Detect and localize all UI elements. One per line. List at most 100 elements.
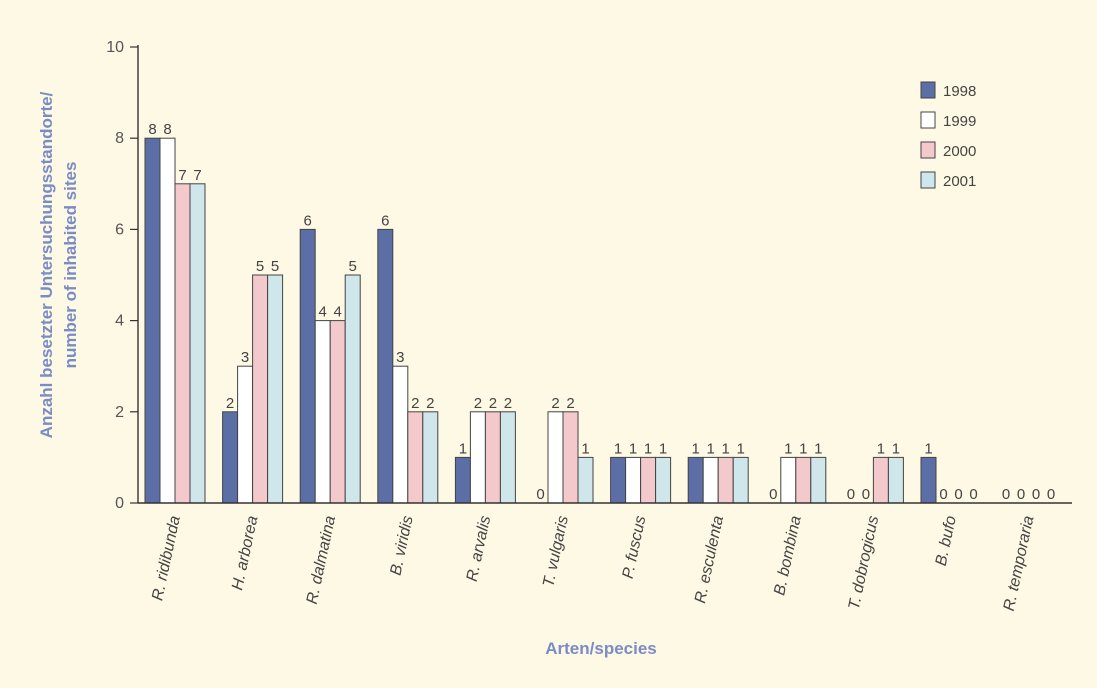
bar	[625, 456, 642, 504]
data-label: 0	[1032, 486, 1040, 503]
data-label: 5	[256, 258, 264, 275]
bar	[159, 137, 176, 504]
legend-label: 1998	[943, 83, 976, 100]
category-label: R. arvalis	[464, 514, 494, 583]
bar	[872, 456, 889, 504]
bar	[252, 274, 269, 504]
y-tick-label: 8	[115, 130, 124, 147]
data-label: 2	[426, 395, 434, 412]
y-tick-label: 10	[106, 39, 124, 56]
legend-swatch	[920, 81, 936, 99]
data-label: 4	[319, 304, 327, 321]
data-label: 1	[581, 440, 589, 457]
y-tick-label: 2	[115, 404, 124, 421]
x-axis-title: Arten/species	[545, 639, 657, 658]
data-label: 7	[178, 167, 186, 184]
y-tick-label: 4	[115, 313, 124, 330]
bar	[299, 228, 316, 504]
bar	[577, 456, 594, 504]
bar	[887, 456, 904, 504]
data-label: 0	[862, 486, 870, 503]
data-label: 2	[226, 395, 234, 412]
bar	[920, 456, 937, 504]
legend-swatch	[920, 141, 936, 159]
data-label: 5	[271, 258, 279, 275]
data-label: 0	[1017, 486, 1025, 503]
y-axis-title: Anzahl besetzter Untersuchungsstandorte/…	[37, 91, 80, 438]
data-label: 1	[877, 440, 885, 457]
data-label: 8	[163, 121, 171, 138]
bar	[237, 365, 254, 504]
bar	[717, 456, 734, 504]
bar	[392, 365, 409, 504]
bar	[702, 456, 719, 504]
data-label: 1	[707, 440, 715, 457]
category-label: B. bombina	[771, 514, 804, 597]
bar	[222, 411, 239, 504]
bar	[377, 228, 394, 504]
bar	[144, 137, 161, 504]
y-tick-label: 6	[115, 221, 124, 238]
data-label: 1	[692, 440, 700, 457]
category-label: R. dalmatina	[304, 514, 339, 605]
bar	[422, 411, 439, 504]
data-label: 1	[459, 440, 467, 457]
legend-swatch	[920, 111, 936, 129]
category-label: B. viridis	[388, 514, 417, 577]
category-label: R. ridibunda	[149, 514, 184, 602]
data-label: 1	[659, 440, 667, 457]
bar	[189, 183, 206, 504]
bar	[484, 411, 501, 504]
data-label: 8	[148, 121, 156, 138]
legend-label: 2001	[943, 173, 976, 190]
data-label: 0	[1047, 486, 1055, 503]
data-label: 2	[566, 395, 574, 412]
data-label: 1	[629, 440, 637, 457]
bar	[655, 456, 672, 504]
data-label: 1	[892, 440, 900, 457]
category-label: T. dobrogicus	[846, 514, 882, 611]
bar	[547, 411, 564, 504]
y-tick-label: 0	[115, 495, 124, 512]
data-label: 3	[396, 349, 404, 366]
data-label: 1	[614, 440, 622, 457]
data-label: 0	[536, 486, 544, 503]
bar	[344, 274, 361, 504]
data-label: 2	[551, 395, 559, 412]
bar	[407, 411, 424, 504]
bar	[314, 320, 331, 504]
bar	[795, 456, 812, 504]
data-label: 7	[193, 167, 201, 184]
data-label: 0	[939, 486, 947, 503]
data-label: 3	[241, 349, 249, 366]
data-label: 1	[737, 440, 745, 457]
bar	[469, 411, 486, 504]
data-label: 1	[784, 440, 792, 457]
data-label: 2	[489, 395, 497, 412]
data-label: 5	[349, 258, 357, 275]
bar	[267, 274, 284, 504]
bar	[687, 456, 704, 504]
data-label: 0	[969, 486, 977, 503]
data-label: 0	[1002, 486, 1010, 503]
legend-swatch	[920, 171, 936, 189]
data-label: 1	[644, 440, 652, 457]
data-label: 6	[304, 212, 312, 229]
data-label: 0	[954, 486, 962, 503]
data-label: 2	[474, 395, 482, 412]
category-label: H. arborea	[229, 514, 261, 592]
bar	[454, 456, 471, 504]
legend-label: 2000	[943, 143, 976, 160]
bar	[499, 411, 516, 504]
legend: 1998 1999 2000 2001	[920, 81, 976, 190]
data-label: 1	[814, 440, 822, 457]
y-axis-title-line2: number of inhabited sites	[61, 162, 80, 369]
bar	[329, 320, 346, 504]
bar	[780, 456, 797, 504]
data-label: 1	[722, 440, 730, 457]
data-label: 4	[334, 304, 342, 321]
data-label: 2	[411, 395, 419, 412]
y-axis-title-line1: Anzahl besetzter Untersuchungsstandorte/	[37, 91, 56, 438]
bar	[732, 456, 749, 504]
bar	[174, 183, 191, 504]
